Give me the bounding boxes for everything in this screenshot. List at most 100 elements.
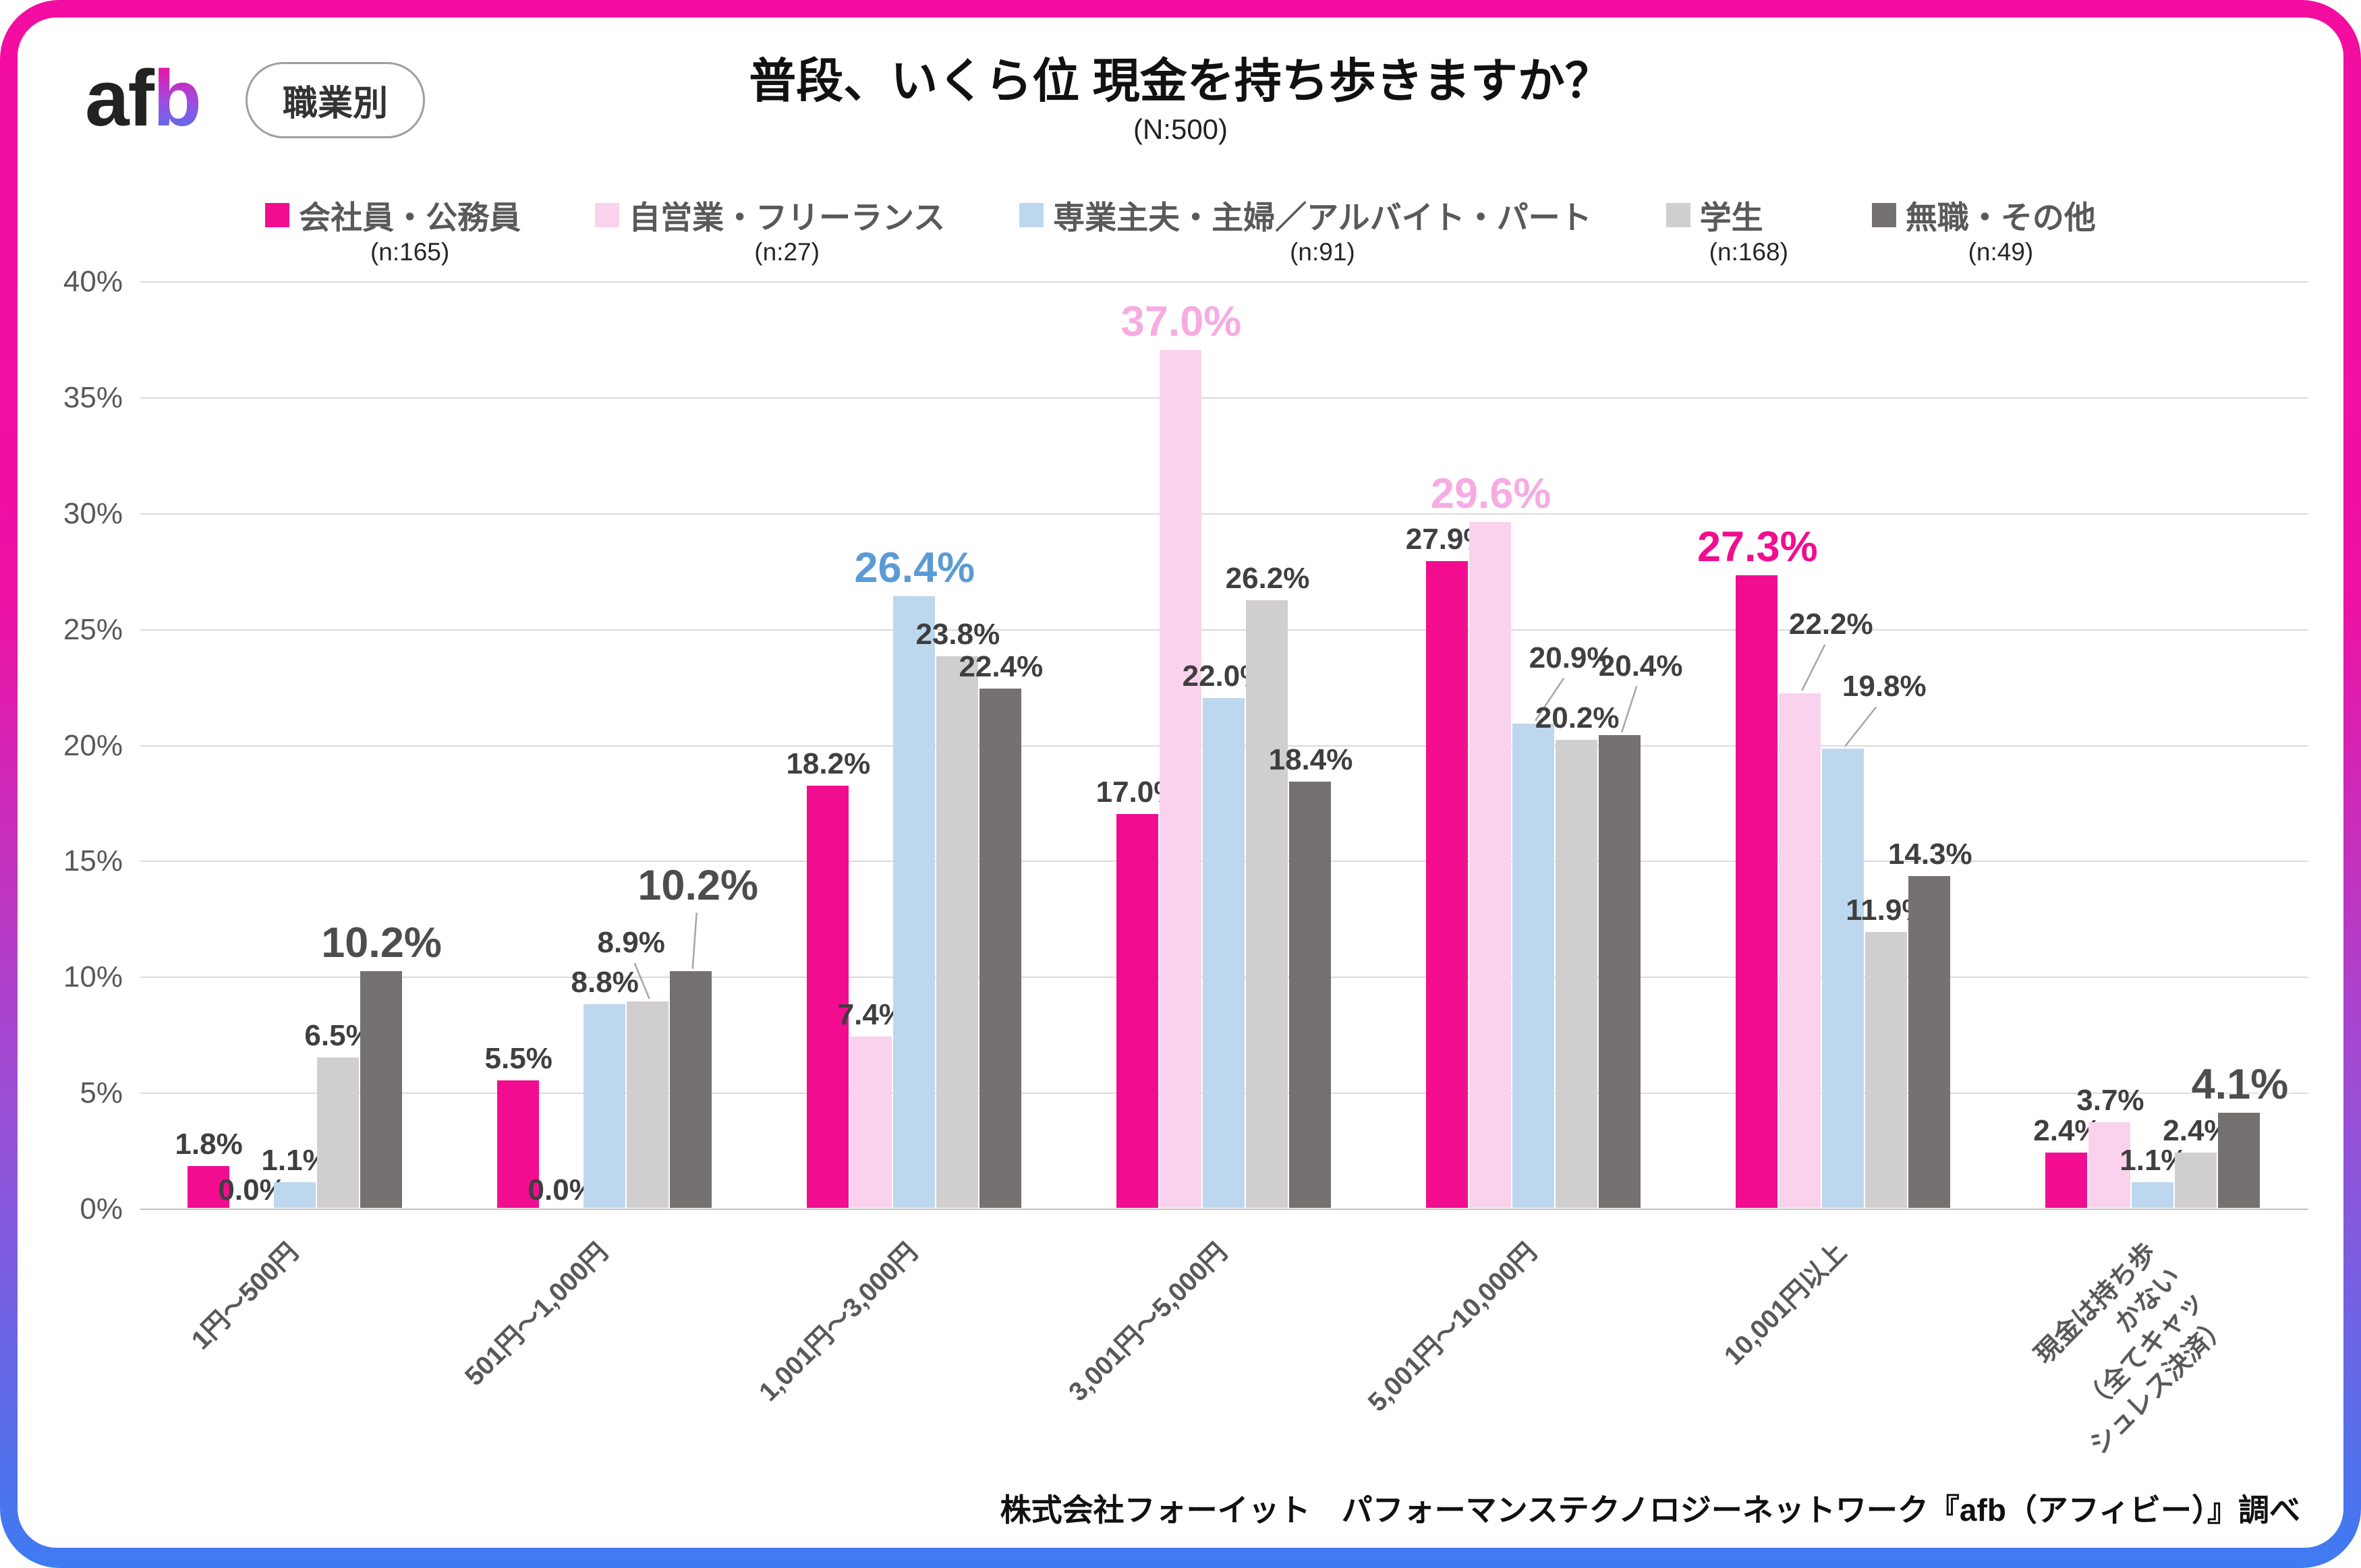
bar-1-3 [1160, 350, 1201, 1208]
legend-item: 自営業・フリーランス (n:27) [595, 192, 945, 266]
data-label: 22.2% [1788, 607, 1873, 641]
bar-2-6 [2132, 1182, 2174, 1208]
legend-swatch [1019, 202, 1044, 227]
y-axis-tick: 15% [63, 844, 123, 878]
data-label: 22.4% [959, 650, 1044, 683]
data-label: 14.3% [1887, 838, 1972, 871]
chart-panel: afb 職業別 普段、いくら位 現金を持ち歩きますか？ (N:500) 会社員・… [18, 18, 2343, 1548]
gridline [140, 397, 2308, 399]
bar-1-6 [2088, 1122, 2131, 1208]
legend-sample-size: (n:168) [1699, 238, 1798, 266]
legend-item: 無職・その他 (n:49) [1871, 192, 2096, 266]
bar-3-1 [626, 1001, 669, 1208]
data-label: 8.9% [597, 926, 665, 960]
bar-4-5 [1908, 876, 1951, 1208]
bar-0-1 [496, 1080, 539, 1208]
y-axis-tick: 25% [63, 612, 123, 646]
data-label: 3.7% [2076, 1083, 2144, 1117]
data-label: 27.9% [1405, 522, 1490, 556]
bar-3-3 [1246, 600, 1288, 1208]
legend-sample-size: (n:27) [745, 238, 829, 266]
bar-1-5 [1779, 693, 1821, 1208]
bar-3-5 [1865, 931, 1908, 1208]
y-axis-tick: 10% [63, 960, 123, 994]
bar-4-2 [979, 689, 1021, 1208]
bar-3-6 [2175, 1152, 2217, 1208]
gridline [140, 629, 2308, 631]
y-axis-tick: 5% [80, 1076, 123, 1110]
data-label: 26.2% [1225, 562, 1310, 596]
legend-sample-size: (n:49) [1958, 238, 2043, 266]
data-label: 4.1% [2191, 1061, 2289, 1109]
data-label: 20.2% [1535, 701, 1620, 734]
bar-2-1 [583, 1004, 625, 1208]
legend-swatch [595, 202, 620, 227]
bar-4-0 [360, 971, 402, 1208]
data-label: 27.3% [1697, 523, 1818, 571]
gridline [140, 281, 2308, 283]
data-label: 29.6% [1430, 469, 1552, 517]
y-axis-tick: 35% [63, 380, 123, 414]
bar-0-4 [1426, 560, 1469, 1208]
bar-4-4 [1599, 734, 1641, 1208]
afb-logo: afb [85, 53, 202, 144]
source-credit: 株式会社フォーイット パフォーマンステクノロジーネットワーク『afb（アフィビー… [1000, 1492, 2300, 1528]
afb-logo-prefix: af [85, 54, 154, 143]
bar-3-0 [316, 1057, 359, 1208]
bar-0-2 [806, 786, 849, 1208]
legend-swatch [1666, 202, 1690, 227]
y-axis-tick: 30% [63, 496, 123, 530]
bar-chart: 1.8% 0.0% 1.1% 6.5% 10.2% 5.5% 0.0% 8.8% 8.9% 10.… [38, 267, 2323, 1550]
data-label: 26.4% [854, 544, 975, 591]
bar-2-5 [1822, 749, 1865, 1208]
data-label: 19.8% [1842, 670, 1927, 703]
x-axis-tick: 1円〜500円 [186, 1238, 304, 1356]
y-axis-tick: 40% [63, 265, 123, 298]
legend-swatch [265, 202, 290, 227]
plot-area: 1.8% 0.0% 1.1% 6.5% 10.2% 5.5% 0.0% 8.8% 8.9% 10.… [140, 281, 2308, 1210]
y-axis-tick: 0% [80, 1192, 123, 1225]
legend-item: 会社員・公務員 (n:165) [265, 192, 521, 266]
category-badge: 職業別 [246, 62, 426, 138]
legend-label: 学生 [1699, 200, 1763, 235]
sample-size: (N:500) [1133, 113, 1228, 145]
legend-label: 無職・その他 [1905, 200, 2096, 235]
legend-item: 専業主夫・主婦／アルバイト・パート (n:91) [1019, 192, 1592, 266]
data-label: 23.8% [915, 617, 1000, 651]
bar-2-0 [273, 1182, 316, 1208]
bar-0-0 [187, 1166, 229, 1208]
data-label: 11.9% [1846, 893, 1929, 927]
data-label: 18.4% [1268, 743, 1353, 776]
data-label: 37.0% [1120, 298, 1242, 346]
data-label: 10.2% [321, 919, 442, 967]
legend: 会社員・公務員 (n:165) 自営業・フリーランス (n:27) 専業主夫・主婦／アル… [58, 192, 2303, 266]
data-label: 18.2% [786, 747, 871, 781]
data-label: 2.4% [2163, 1113, 2231, 1147]
y-axis-tick: 20% [63, 728, 123, 762]
legend-item: 学生 (n:168) [1666, 192, 1798, 266]
bar-3-2 [936, 656, 978, 1208]
x-axis-tick: 3,001円〜5,000円 [1063, 1238, 1233, 1407]
bar-2-4 [1512, 723, 1555, 1208]
data-label: 1.8% [175, 1128, 243, 1161]
bar-1-4 [1469, 521, 1512, 1208]
legend-label: 会社員・公務員 [299, 200, 521, 235]
bar-1-2 [849, 1036, 892, 1208]
page-title: 普段、いくら位 現金を持ち歩きますか？ [749, 55, 1612, 107]
afb-logo-accent: b [152, 54, 202, 143]
bar-0-5 [1736, 575, 1778, 1208]
bar-4-1 [669, 971, 712, 1208]
x-axis-tick: 1,001円〜3,000円 [753, 1238, 923, 1407]
data-label: 8.8% [571, 965, 639, 999]
legend-label: 自営業・フリーランス [629, 200, 946, 235]
bar-3-4 [1556, 739, 1598, 1208]
legend-sample-size: (n:165) [360, 238, 459, 266]
x-axis-tick: 現金は持ち歩かない （全てキャッシュレス決済） [2030, 1238, 2235, 1461]
bar-0-3 [1116, 813, 1158, 1208]
data-label: 22.0% [1182, 659, 1267, 693]
x-axis-tick: 5,001円〜10,000円 [1363, 1238, 1543, 1418]
data-label: 5.5% [484, 1041, 552, 1075]
bar-4-6 [2218, 1113, 2260, 1208]
data-label: 20.9% [1529, 641, 1614, 674]
